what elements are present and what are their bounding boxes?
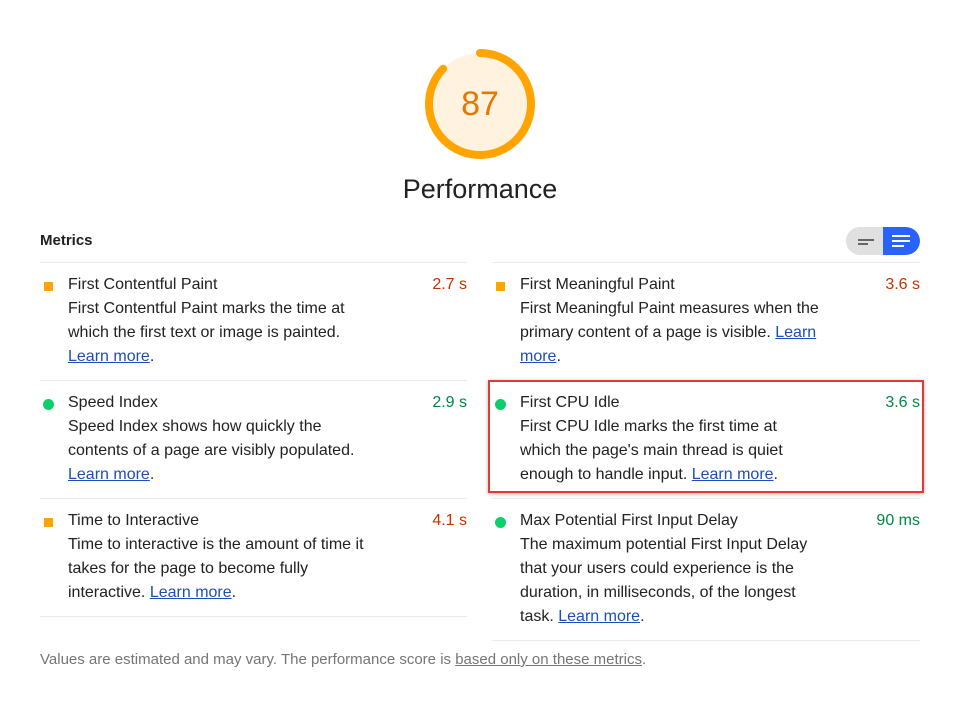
average-square-icon xyxy=(496,282,505,291)
metric-name: First Contentful Paint xyxy=(68,276,218,293)
metric-item: Time to Interactive 4.1 s Time to intera… xyxy=(40,498,467,617)
description-text: First Meaningful Paint measures when the… xyxy=(520,300,819,341)
metric-description: The maximum potential First Input Delay … xyxy=(520,536,808,625)
description-text: First Contentful Paint marks the time at… xyxy=(68,300,345,341)
metric-name: First Meaningful Paint xyxy=(520,276,675,293)
metric-value: 3.6 s xyxy=(885,276,920,293)
metric-value: 90 ms xyxy=(876,512,920,529)
metrics-right-column: First Meaningful Paint 3.6 s First Meani… xyxy=(492,262,920,641)
metric-value: 2.9 s xyxy=(432,394,467,411)
metric-description: Speed Index shows how quickly the conten… xyxy=(68,418,355,483)
metric-description: First Contentful Paint marks the time at… xyxy=(68,300,345,365)
footer-note: Values are estimated and may vary. The p… xyxy=(40,651,646,668)
learn-more-link[interactable]: Learn more xyxy=(149,584,232,601)
learn-more-link[interactable]: Learn more xyxy=(520,324,817,365)
expanded-view-icon[interactable] xyxy=(883,227,920,255)
metric-item: Speed Index 2.9 s Speed Index shows how … xyxy=(40,380,467,498)
footer-text: Values are estimated and may vary. The p… xyxy=(40,651,456,668)
footer-link[interactable]: based only on these metrics xyxy=(455,651,642,668)
metric-item: First CPU Idle 3.6 s First CPU Idle mark… xyxy=(492,380,920,498)
metric-name: Max Potential First Input Delay xyxy=(520,512,738,529)
metrics-header: Metrics xyxy=(40,232,93,249)
metric-name: First CPU Idle xyxy=(520,394,620,411)
metrics-left-column: First Contentful Paint 2.7 s First Conte… xyxy=(40,262,467,617)
description-text: Speed Index shows how quickly the conten… xyxy=(68,418,355,459)
learn-more-link[interactable]: Learn more xyxy=(68,466,150,483)
metric-name: Time to Interactive xyxy=(68,512,200,529)
pass-circle-icon xyxy=(495,399,506,410)
metric-name: Speed Index xyxy=(68,394,158,411)
gauge-arc xyxy=(425,49,535,159)
metric-item: First Meaningful Paint 3.6 s First Meani… xyxy=(492,262,920,380)
description-text: First CPU Idle marks the first time at w… xyxy=(520,418,783,483)
metric-value: 3.6 s xyxy=(885,394,920,411)
highlight-box xyxy=(488,380,924,493)
metric-item: First Contentful Paint 2.7 s First Conte… xyxy=(40,262,467,380)
score-gauge xyxy=(425,49,535,159)
view-toggle[interactable] xyxy=(846,227,920,255)
average-square-icon xyxy=(44,518,53,527)
description-text: The maximum potential First Input Delay … xyxy=(520,536,808,625)
metric-description: First Meaningful Paint measures when the… xyxy=(520,300,819,365)
metric-value: 2.7 s xyxy=(432,276,467,293)
metric-value: 4.1 s xyxy=(432,512,467,529)
pass-circle-icon xyxy=(495,517,506,528)
footer-end: . xyxy=(641,651,647,668)
description-text: Time to interactive is the amount of tim… xyxy=(68,536,364,601)
gauge-background xyxy=(429,53,531,155)
learn-more-link[interactable]: Learn more xyxy=(68,348,150,365)
learn-more-link[interactable]: Learn more xyxy=(558,608,641,625)
metric-description: Time to interactive is the amount of tim… xyxy=(68,536,364,601)
metric-description: First CPU Idle marks the first time at w… xyxy=(520,418,783,483)
performance-score: 87 xyxy=(461,85,499,123)
pass-circle-icon xyxy=(43,399,54,410)
metric-item: Max Potential First Input Delay 90 ms Th… xyxy=(492,498,920,641)
learn-more-link[interactable]: Learn more xyxy=(691,466,774,483)
average-square-icon xyxy=(44,282,53,291)
category-title: Performance xyxy=(402,174,558,204)
